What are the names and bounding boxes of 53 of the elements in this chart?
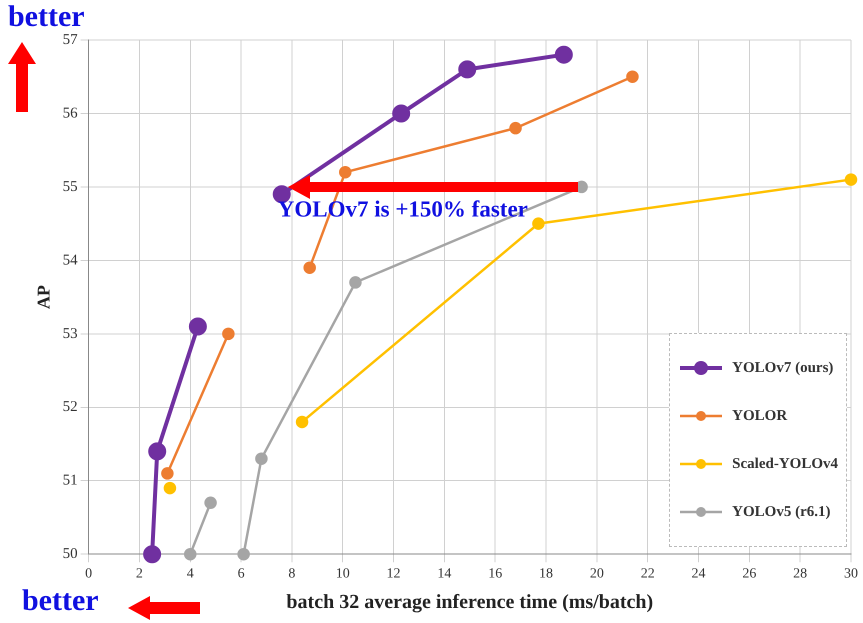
legend-label: YOLOv5 (r6.1) [732, 504, 830, 520]
point [161, 467, 174, 480]
point [626, 70, 639, 83]
legend-label: YOLOv7 (ours) [732, 360, 834, 376]
y-tick-label: 57 [62, 32, 78, 48]
x-tick-label: 4 [186, 566, 194, 582]
point [204, 496, 217, 510]
y-tick-label: 55 [62, 178, 78, 195]
legend-label: Scaled-YOLOv4 [732, 456, 838, 472]
y-tick-label: 53 [62, 326, 78, 342]
point [237, 548, 250, 560]
x-tick-label: 2 [136, 566, 143, 582]
text: better [8, 0, 85, 34]
x-tick-label: 16 [488, 566, 502, 582]
point [164, 482, 176, 494]
y-tick-label: 54 [62, 252, 78, 268]
x-tick-label: 12 [386, 566, 401, 582]
point [509, 122, 522, 134]
legend-label: YOLOR [732, 408, 788, 424]
y-tick-label: 52 [62, 399, 78, 416]
x-tick-label: 22 [640, 566, 655, 582]
y-tick-label: 51 [62, 472, 78, 489]
x-tick-label: 0 [85, 566, 92, 582]
x-tick-label: 10 [336, 566, 350, 582]
y-tick-label: 50 [62, 546, 78, 562]
x-tick-label: 8 [288, 566, 296, 582]
point [255, 452, 268, 465]
x-tick-label: 28 [793, 566, 808, 582]
x-tick-label: 14 [437, 566, 452, 582]
point [148, 442, 166, 460]
x-tick-label: 20 [590, 566, 604, 582]
x-axis-title: batch 32 average inference time (ms/batch) [286, 591, 654, 614]
point [188, 317, 207, 336]
y-axis-title: AP [33, 285, 54, 310]
point [458, 60, 476, 78]
point [339, 166, 352, 178]
point [349, 276, 362, 289]
x-tick-label: 18 [539, 566, 554, 582]
y-tick-label: 56 [62, 105, 78, 122]
point [184, 548, 197, 560]
point [844, 173, 858, 186]
x-tick-label: 24 [692, 566, 706, 582]
x-tick-label: 30 [844, 566, 858, 582]
point [532, 217, 545, 230]
text: better [22, 584, 99, 618]
point [296, 416, 308, 428]
point [392, 104, 410, 122]
point [143, 545, 162, 564]
point [222, 328, 235, 340]
point [554, 46, 573, 64]
point [303, 261, 316, 274]
x-tick-label: 6 [238, 566, 245, 582]
x-tick-label: 26 [742, 566, 756, 582]
